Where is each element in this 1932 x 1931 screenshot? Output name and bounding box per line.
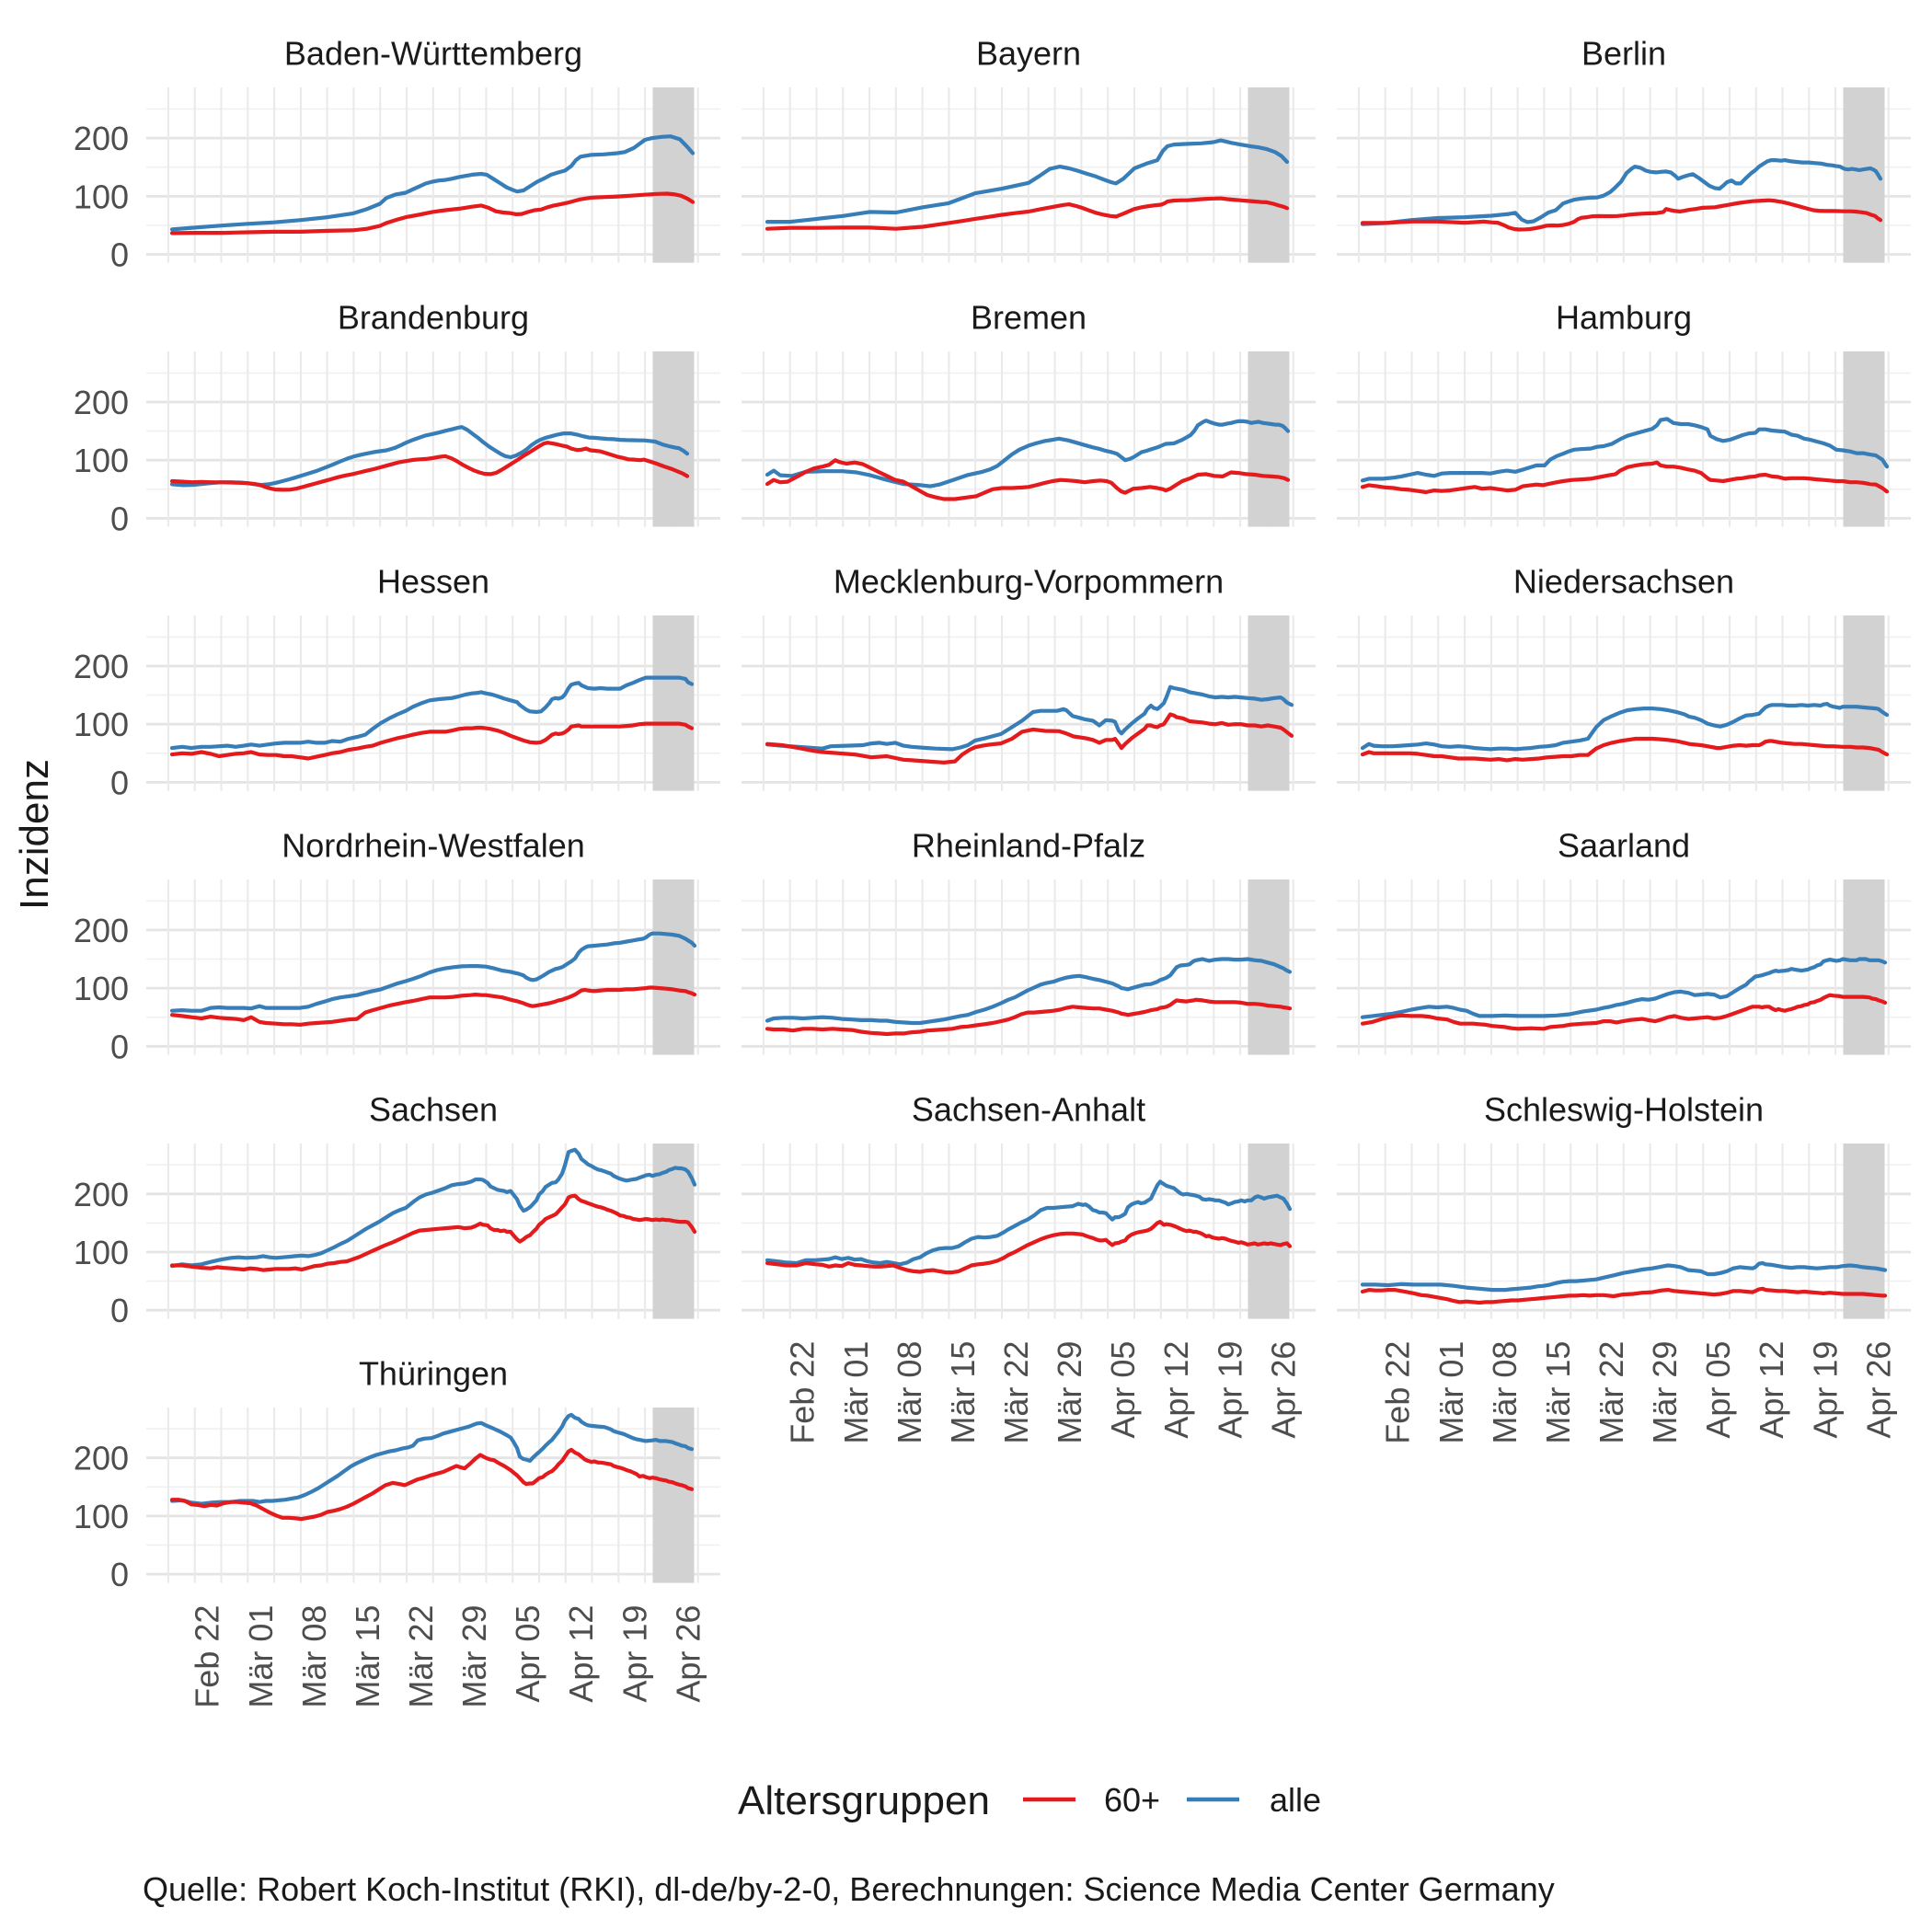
svg-text:200: 200 [74,120,129,157]
svg-text:Feb 22: Feb 22 [1379,1341,1417,1444]
svg-text:Altersgruppen: Altersgruppen [738,1778,990,1823]
svg-text:100: 100 [74,706,129,743]
svg-text:0: 0 [110,236,129,274]
svg-text:Bremen: Bremen [971,298,1087,336]
svg-text:Mär 01: Mär 01 [837,1341,875,1444]
svg-text:Apr 05: Apr 05 [1699,1341,1737,1439]
svg-text:Thüringen: Thüringen [359,1354,508,1392]
svg-text:Hamburg: Hamburg [1556,298,1692,336]
svg-text:Berlin: Berlin [1581,34,1666,72]
svg-text:Apr 19: Apr 19 [1211,1341,1248,1439]
svg-text:Apr 12: Apr 12 [562,1605,600,1703]
svg-text:Apr 05: Apr 05 [509,1605,546,1703]
svg-text:Hessen: Hessen [377,562,489,600]
svg-text:Apr 26: Apr 26 [1859,1341,1897,1439]
svg-text:Rheinland-Pfalz: Rheinland-Pfalz [912,826,1145,864]
svg-text:Saarland: Saarland [1558,826,1690,864]
svg-text:Nordrhein-Westfalen: Nordrhein-Westfalen [282,826,584,864]
svg-text:Mär 22: Mär 22 [1593,1341,1630,1444]
svg-text:Apr 19: Apr 19 [1806,1341,1844,1439]
svg-text:100: 100 [74,970,129,1007]
svg-text:Mär 29: Mär 29 [455,1605,493,1708]
svg-text:60+: 60+ [1104,1781,1160,1819]
svg-text:200: 200 [74,648,129,685]
svg-text:Apr 12: Apr 12 [1753,1341,1790,1439]
svg-text:Apr 05: Apr 05 [1104,1341,1142,1439]
svg-text:Schleswig-Holstein: Schleswig-Holstein [1484,1090,1764,1128]
svg-text:200: 200 [74,1176,129,1213]
svg-text:100: 100 [74,442,129,479]
svg-text:0: 0 [110,1028,129,1065]
svg-text:Mär 29: Mär 29 [1051,1341,1088,1444]
svg-text:Apr 19: Apr 19 [615,1605,653,1703]
svg-text:Mär 08: Mär 08 [295,1605,333,1708]
svg-text:100: 100 [74,1234,129,1271]
svg-text:200: 200 [74,384,129,421]
svg-text:Mär 15: Mär 15 [1539,1341,1577,1444]
svg-text:Baden-Württemberg: Baden-Württemberg [284,34,582,72]
svg-text:100: 100 [74,1498,129,1535]
svg-text:Mär 08: Mär 08 [891,1341,928,1444]
svg-text:Quelle: Robert Koch-Institut (: Quelle: Robert Koch-Institut (RKI), dl-d… [143,1870,1555,1908]
svg-text:Mär 22: Mär 22 [997,1341,1035,1444]
svg-text:Sachsen-Anhalt: Sachsen-Anhalt [912,1090,1145,1128]
svg-text:0: 0 [110,500,129,537]
svg-text:Apr 12: Apr 12 [1157,1341,1195,1439]
svg-text:Inzidenz: Inzidenz [12,759,57,910]
svg-text:Mär 29: Mär 29 [1646,1341,1684,1444]
svg-text:Feb 22: Feb 22 [784,1341,822,1444]
svg-text:Mär 01: Mär 01 [242,1605,280,1708]
svg-text:Mär 22: Mär 22 [402,1605,440,1708]
svg-text:0: 0 [110,1556,129,1593]
svg-text:Mär 15: Mär 15 [349,1605,386,1708]
svg-text:200: 200 [74,1440,129,1477]
svg-text:Sachsen: Sachsen [369,1090,498,1128]
svg-text:0: 0 [110,1292,129,1329]
svg-text:Mär 01: Mär 01 [1432,1341,1470,1444]
svg-text:Apr 26: Apr 26 [1264,1341,1302,1439]
svg-text:alle: alle [1270,1781,1321,1819]
svg-text:Feb 22: Feb 22 [189,1605,226,1708]
svg-text:Bayern: Bayern [976,34,1081,72]
svg-text:0: 0 [110,764,129,801]
svg-text:Apr 26: Apr 26 [669,1605,707,1703]
svg-text:Brandenburg: Brandenburg [338,298,529,336]
svg-text:Niedersachsen: Niedersachsen [1513,562,1734,600]
svg-text:Mär 15: Mär 15 [944,1341,982,1444]
svg-text:Mecklenburg-Vorpommern: Mecklenburg-Vorpommern [834,562,1224,600]
svg-text:100: 100 [74,178,129,215]
svg-text:200: 200 [74,912,129,949]
svg-text:Mär 08: Mär 08 [1486,1341,1524,1444]
